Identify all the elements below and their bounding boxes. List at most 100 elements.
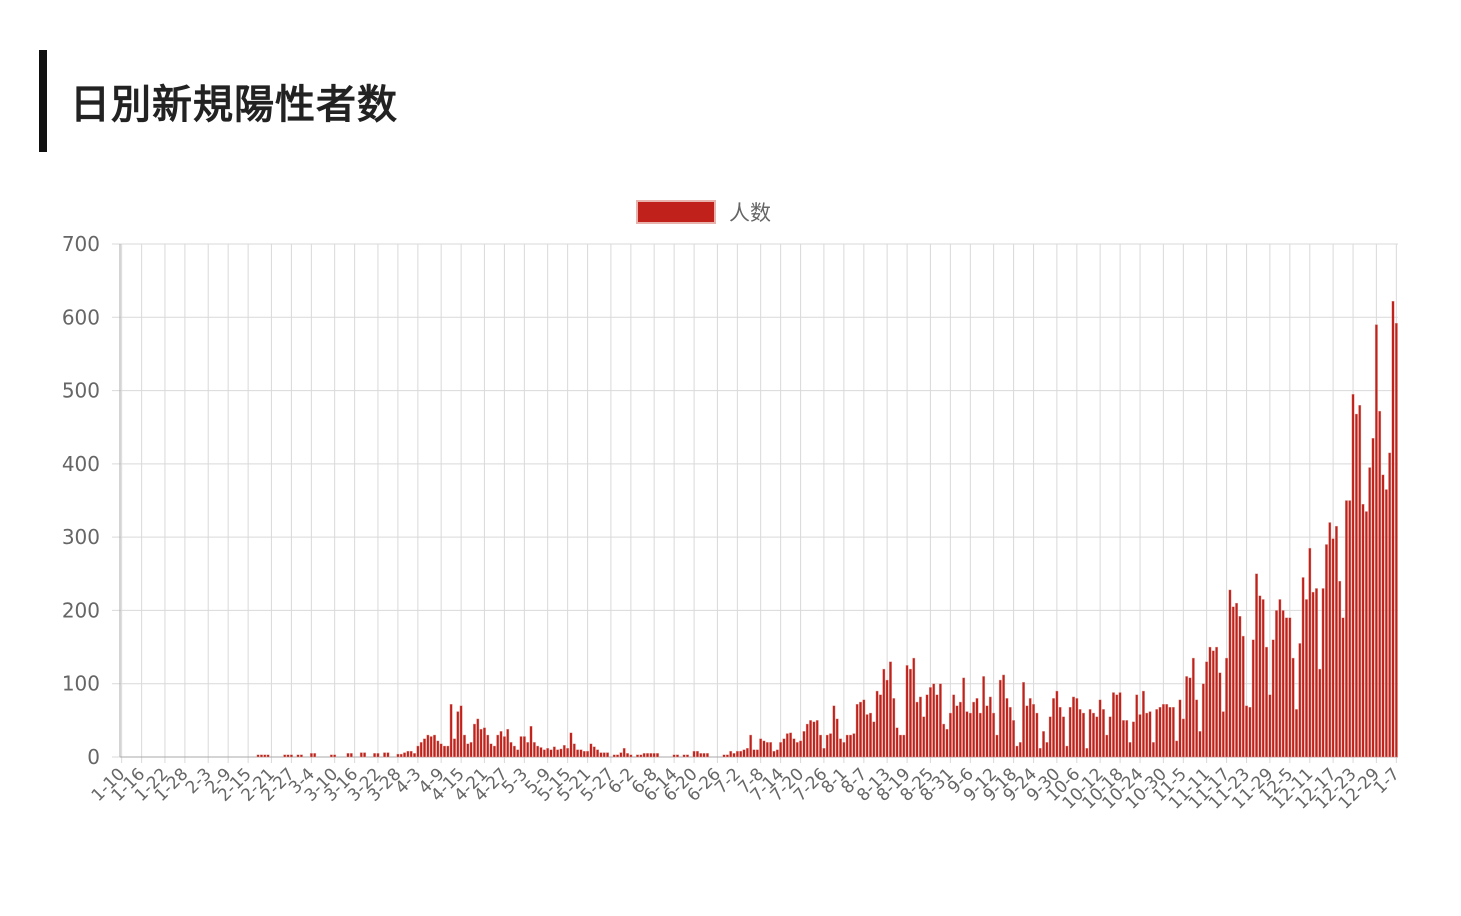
bar [419, 742, 423, 758]
bar [899, 734, 902, 758]
bar [1225, 657, 1229, 758]
bar [1388, 452, 1392, 758]
bar [845, 734, 849, 758]
bar [559, 748, 563, 758]
bar [985, 705, 989, 758]
bar [982, 676, 986, 758]
bar [772, 750, 776, 758]
bar [626, 753, 629, 758]
bar [839, 738, 842, 758]
bar [499, 731, 503, 758]
bar [506, 728, 510, 758]
bar [879, 694, 882, 758]
bar [509, 742, 513, 758]
bar [958, 701, 962, 758]
bar [865, 714, 869, 758]
bar [529, 726, 533, 758]
bar [589, 743, 593, 758]
bar [1161, 704, 1165, 758]
bar [819, 734, 822, 758]
bar [1201, 683, 1205, 758]
bar [696, 750, 699, 758]
bar [599, 752, 603, 758]
bar [942, 723, 946, 758]
bar [1085, 748, 1089, 758]
y-tick-label: 100 [62, 672, 100, 696]
bar [975, 698, 979, 758]
bar [556, 749, 560, 758]
bar [885, 679, 889, 758]
bar [1095, 716, 1099, 758]
bar [473, 723, 476, 758]
bar [656, 753, 659, 758]
bar [1191, 657, 1195, 758]
bar [496, 734, 500, 758]
bar [283, 754, 287, 758]
bar [443, 745, 446, 758]
bar [1311, 591, 1315, 758]
bar [1125, 720, 1129, 758]
bar [1351, 394, 1355, 758]
bar [749, 734, 753, 758]
bar [998, 679, 1002, 758]
bar [376, 753, 380, 758]
bar [606, 752, 609, 758]
bar [882, 668, 886, 758]
bar [965, 711, 969, 758]
y-tick-label: 0 [87, 745, 100, 769]
bar [486, 734, 490, 758]
bar [512, 745, 516, 758]
bar [313, 753, 317, 758]
bar [1285, 617, 1288, 758]
bar [855, 704, 859, 758]
bar [962, 677, 966, 758]
bar [1178, 699, 1182, 758]
bar [812, 721, 816, 758]
bar [825, 734, 829, 758]
y-tick-label: 600 [62, 305, 100, 329]
bar [503, 736, 506, 758]
bar [1175, 740, 1179, 758]
y-tick-label: 200 [62, 598, 100, 622]
chart-legend[interactable]: 人数 [636, 197, 771, 227]
bar [616, 754, 619, 758]
bar [1115, 694, 1119, 758]
bar [1364, 511, 1368, 758]
bar [1291, 657, 1295, 758]
bar [476, 718, 480, 758]
bar [1198, 731, 1202, 758]
title-accent-bar [39, 50, 47, 152]
legend-swatch [636, 200, 716, 224]
bar [1128, 742, 1132, 758]
bar [992, 712, 996, 758]
bar [1378, 410, 1382, 758]
bar [1052, 698, 1055, 758]
bar [915, 701, 919, 758]
bar [1145, 712, 1149, 758]
bar [972, 701, 976, 758]
bar [456, 711, 460, 758]
bar [1281, 610, 1285, 758]
bar [952, 694, 956, 758]
bar [1275, 610, 1278, 758]
bar [1151, 742, 1155, 758]
bar [256, 754, 260, 758]
y-tick-label: 500 [62, 379, 100, 403]
bar [1315, 588, 1318, 758]
bar [1105, 734, 1109, 758]
bar [1338, 580, 1342, 758]
bar [1288, 617, 1292, 758]
bar [1248, 706, 1252, 758]
bar [1135, 694, 1139, 758]
bar [732, 753, 736, 758]
page-title: 日別新規陽性者数 [70, 82, 398, 128]
bar [1028, 698, 1032, 758]
bar [562, 745, 566, 758]
bar [765, 742, 769, 758]
bar [403, 752, 406, 758]
bar [1092, 712, 1095, 758]
bar [1251, 639, 1255, 758]
bar [935, 694, 939, 758]
bar [263, 754, 267, 758]
bar [1374, 324, 1378, 758]
